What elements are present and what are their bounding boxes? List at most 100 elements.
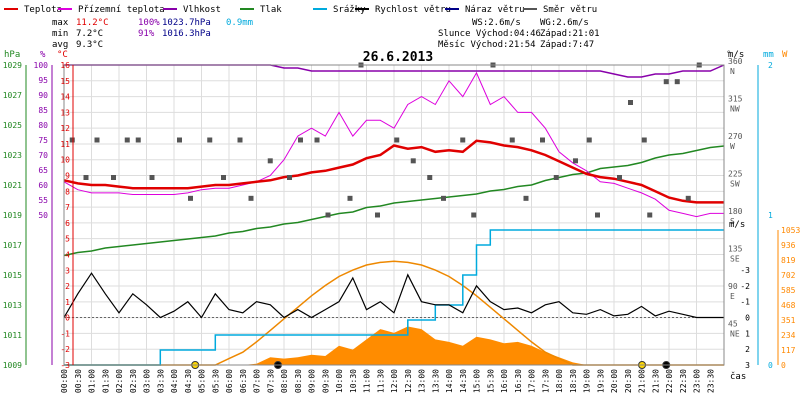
wind-dir-point <box>287 175 292 180</box>
stat-max-hum: 100% <box>138 18 160 28</box>
ms-tick-label: 2 <box>745 345 750 354</box>
degc-tick-label: 8 <box>65 187 70 196</box>
series-line-teplota <box>63 139 724 204</box>
w-tick-label: 468 <box>781 301 796 310</box>
legend-label: Teplota <box>24 5 62 15</box>
plot-frame <box>63 64 725 366</box>
wind-dir-point <box>586 137 592 143</box>
mm-tick-label: 1 <box>768 211 773 220</box>
x-tick-label: 23:00 <box>693 369 702 393</box>
x-tick-label: 10:30 <box>349 369 358 393</box>
w-tick-label: 234 <box>781 331 796 340</box>
degc-tick-label: 3 <box>65 266 70 275</box>
pct-tick-label: 55 <box>38 196 48 205</box>
pct-tick-label: 80 <box>38 121 48 130</box>
series-line-sr-ky <box>64 229 724 366</box>
x-tick-label: 01:00 <box>88 369 97 393</box>
x-tick-label: 01:30 <box>101 369 110 393</box>
axes: 1009101110131015101710191021102310251027… <box>3 57 800 393</box>
degc-tick-label: 2 <box>65 282 70 291</box>
x-tick-label: 09:30 <box>321 369 330 393</box>
x-tick-label: 14:30 <box>459 369 468 393</box>
pct-tick-label: 95 <box>38 76 48 85</box>
x-tick-label: 05:00 <box>198 369 207 393</box>
wind-dir-point <box>410 158 416 164</box>
stat-avg-temp: 9.3°C <box>76 40 103 50</box>
pct-tick-label: 70 <box>38 151 48 160</box>
wind-dir-point <box>573 158 578 164</box>
info-sunset: Západ:21:01 <box>540 29 600 39</box>
x-tick-label: 02:00 <box>115 369 124 393</box>
wind-dir-point <box>135 137 141 143</box>
degc-tick-label: 11 <box>60 140 70 149</box>
dir-name-label: E <box>730 292 735 301</box>
unit-ms-top: m/s <box>728 50 744 60</box>
dir-name-label: S <box>730 217 735 226</box>
degc-tick-label: -1 <box>60 329 70 338</box>
x-tick-label: 00:30 <box>74 369 83 393</box>
dir-tick-label: 270 <box>728 132 743 141</box>
unit-pct: % <box>40 50 46 60</box>
degc-tick-label: 14 <box>60 93 70 102</box>
x-tick-label: 21:30 <box>651 369 660 393</box>
x-tick-label: 07:00 <box>253 369 262 393</box>
degc-tick-label: 15 <box>60 77 70 86</box>
degc-tick-label: 7 <box>65 203 70 212</box>
info-wg: WG:2.6m/s <box>540 18 589 28</box>
x-tick-label: 11:00 <box>363 369 372 393</box>
wind-dir-point <box>188 195 193 201</box>
dir-name-label: N <box>730 67 735 76</box>
degc-tick-label: 6 <box>65 219 70 228</box>
ms-tick-label: 1 <box>745 329 750 338</box>
x-tick-label: 22:00 <box>665 369 674 393</box>
pct-tick-label: 65 <box>38 166 48 175</box>
w-tick-label: 702 <box>781 271 796 280</box>
wind-dir-point <box>617 175 622 180</box>
ms-tick-label: -3 <box>740 266 750 275</box>
wind-dir-point <box>595 212 600 218</box>
ms-tick-label: -2 <box>740 282 750 291</box>
wind-dir-point <box>523 195 529 201</box>
x-tick-label: 06:00 <box>225 369 234 393</box>
hpa-tick-label: 1025 <box>3 121 22 130</box>
wind-dir-point <box>553 175 559 180</box>
wind-dir-point <box>471 212 477 218</box>
dir-name-label: W <box>730 142 735 151</box>
degc-tick-label: 4 <box>65 250 70 259</box>
x-tick-label: 21:00 <box>638 369 647 393</box>
dir-name-label: SE <box>730 255 740 264</box>
legend-label: Rychlost větru <box>375 5 451 15</box>
wind-dir-point <box>267 158 273 164</box>
hpa-tick-label: 1011 <box>3 331 22 340</box>
stats-block: max 11.2°C 100% 1023.7hPa 0.9mm min 7.2°… <box>52 18 253 50</box>
degc-tick-label: 5 <box>65 235 70 244</box>
hpa-tick-label: 1019 <box>3 211 22 220</box>
wind-dir-point <box>674 79 680 85</box>
stat-max-press: 1023.7hPa <box>162 18 211 28</box>
wind-dir-point <box>314 137 320 143</box>
chart-title: 26.6.2013 <box>363 50 433 65</box>
unit-ms: m/s <box>729 220 745 230</box>
w-tick-label: 936 <box>781 241 796 250</box>
x-tick-label: 09:00 <box>308 369 317 393</box>
hpa-tick-label: 1029 <box>3 61 22 70</box>
w-tick-label: 585 <box>781 286 796 295</box>
hpa-tick-label: 1009 <box>3 361 22 370</box>
w-tick-label: 117 <box>781 346 796 355</box>
wind-dir-point <box>628 100 633 105</box>
wind-dir-point <box>509 137 515 143</box>
wind-dir-point <box>221 175 226 180</box>
x-tick-label: 18:30 <box>569 369 578 393</box>
x-tick-label: 04:30 <box>184 369 193 393</box>
wind-dir-point <box>69 137 75 143</box>
wind-dir-point <box>248 195 254 201</box>
x-tick-label: 03:30 <box>156 369 165 393</box>
x-tick-label: 12:00 <box>390 369 399 393</box>
x-tick-label: 23:30 <box>706 369 715 393</box>
series-line-p-zemn-teplota <box>63 71 724 218</box>
dir-name-label: NE <box>730 330 740 339</box>
degc-tick-label: 9 <box>65 172 70 181</box>
info-ws: WS:2.6m/s <box>472 18 521 28</box>
hpa-tick-label: 1021 <box>3 181 22 190</box>
pct-tick-label: 100 <box>34 61 49 70</box>
